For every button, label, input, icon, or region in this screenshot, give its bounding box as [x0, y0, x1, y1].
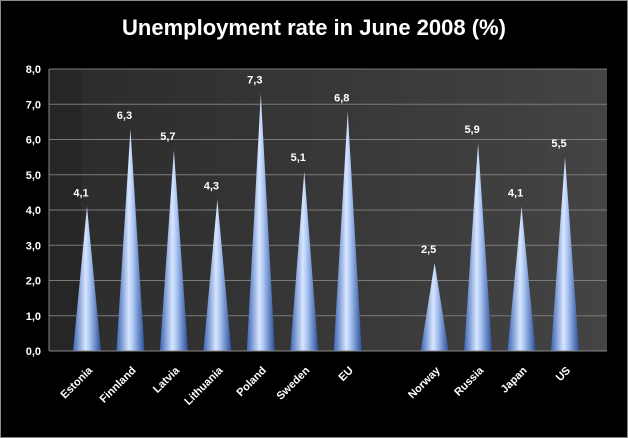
y-tick-label: 3,0 [26, 240, 41, 252]
x-tick-label: Norway [406, 364, 443, 401]
x-tick-label: Russia [452, 364, 487, 399]
y-tick-label: 4,0 [26, 205, 41, 217]
x-tick-label: US [554, 365, 573, 384]
data-label: 7,3 [247, 75, 262, 87]
y-tick-label: 6,0 [26, 135, 41, 147]
y-tick-label: 8,0 [26, 64, 41, 76]
y-tick-label: 0,0 [26, 346, 41, 358]
bar [203, 199, 232, 351]
bar [420, 262, 449, 351]
data-label: 4,3 [204, 180, 219, 192]
bar [290, 171, 319, 351]
x-tick-label: Latvia [151, 364, 183, 396]
data-label: 4,1 [508, 187, 523, 199]
bar [73, 206, 101, 351]
x-tick-label: EU [337, 365, 356, 384]
y-tick-label: 2,0 [26, 276, 41, 288]
y-tick-label: 5,0 [26, 170, 41, 182]
chart-title: Unemployment rate in June 2008 (%) [122, 15, 506, 40]
bar [507, 206, 536, 351]
x-tick-label: Finnland [98, 365, 139, 406]
data-label: 2,5 [421, 244, 436, 256]
x-tick-label: Japan [499, 364, 530, 395]
bar [159, 150, 188, 351]
x-tick-label: Poland [235, 365, 269, 399]
bar [333, 111, 362, 351]
data-label: 5,5 [551, 138, 566, 150]
y-tick-label: 1,0 [26, 311, 41, 323]
bar [116, 128, 145, 351]
data-label: 5,9 [464, 124, 479, 136]
y-tick-label: 7,0 [26, 99, 41, 111]
data-label: 5,1 [291, 152, 306, 164]
bar [464, 143, 493, 351]
data-label: 5,7 [160, 131, 175, 143]
x-tick-label: Lithuania [182, 364, 226, 408]
bar [246, 93, 275, 352]
data-label: 6,8 [334, 92, 349, 104]
x-tick-label: Sweden [275, 364, 313, 402]
bar [551, 157, 579, 351]
data-label: 4,1 [73, 187, 88, 199]
x-tick-label: Estonia [59, 364, 96, 401]
data-label: 6,3 [117, 110, 132, 122]
